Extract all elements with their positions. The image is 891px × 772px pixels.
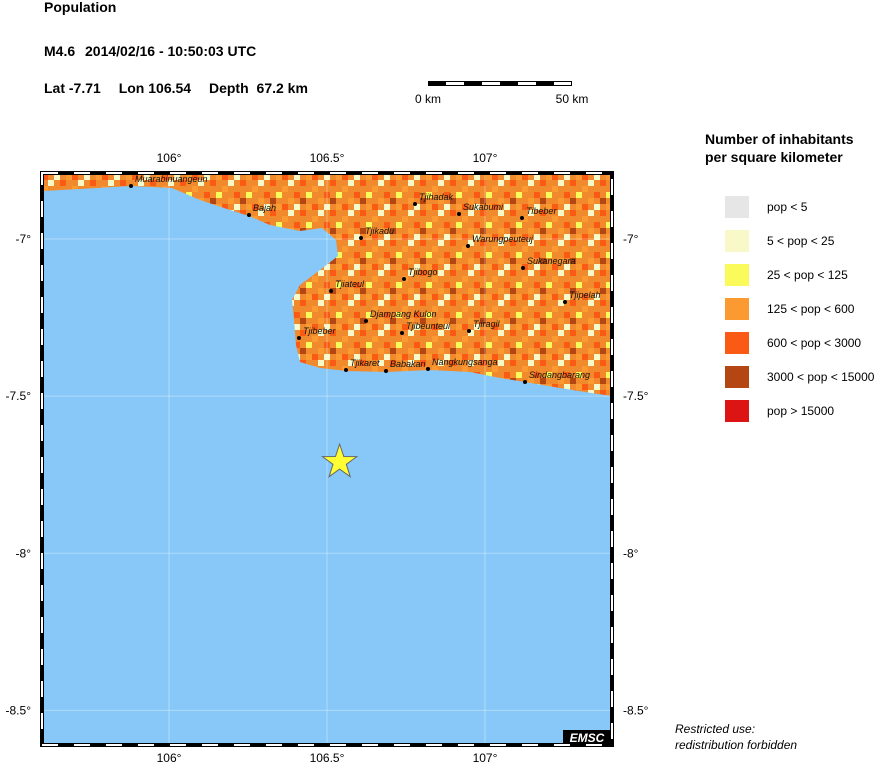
- lon-value: 106.54: [148, 80, 191, 96]
- land: [42, 173, 612, 396]
- city-label: Djampang Kulon: [370, 309, 437, 319]
- city-dot: [364, 319, 368, 323]
- city-dot: [129, 184, 133, 188]
- lat-tick-label: -7°: [16, 232, 32, 246]
- city-dot: [402, 277, 406, 281]
- map-frame-dash: [41, 172, 613, 746]
- datetime: 2014/02/16 - 10:50:03 UTC: [85, 43, 256, 59]
- credit-box: [563, 730, 612, 745]
- axis-ticks: 106° 106° 106.5° 106.5° 107° 107° -7° -7° -7.5° -…: [6, 151, 649, 765]
- city-dot: [520, 216, 524, 220]
- lon-label: Lon: [119, 80, 145, 96]
- lat-tick-label: -8°: [16, 546, 32, 560]
- city-label: Sukabumi: [463, 202, 504, 212]
- city-dot: [329, 289, 333, 293]
- city-label: Tjiateul: [335, 279, 365, 289]
- legend-swatch: [725, 332, 749, 354]
- title: Population: [44, 0, 116, 15]
- lat-label: Lat: [44, 80, 65, 96]
- lon-tick-label: 106°: [157, 751, 182, 765]
- legend-label: pop > 15000: [767, 404, 834, 418]
- scale-label: 50 km: [556, 92, 589, 106]
- credit: EMSC: [570, 731, 605, 745]
- legend-swatch: [725, 230, 749, 252]
- lat-value: -7.71: [69, 80, 101, 96]
- legend-swatch: [725, 196, 749, 218]
- lat-tick-label: -8.5°: [623, 703, 649, 717]
- legend-label: pop < 5: [767, 200, 808, 214]
- city-label: Tjibeunteui: [406, 321, 451, 331]
- map: Muarabinuangeun Bajah Tjihadak Sukabumi Tibe…: [42, 173, 612, 745]
- city-label: Sindangbarang: [529, 370, 590, 380]
- depth-label: Depth: [209, 80, 249, 96]
- city-dot: [297, 336, 301, 340]
- city-label: Tjihadak: [419, 192, 454, 202]
- city-dot: [467, 329, 471, 333]
- legend-label: 25 < pop < 125: [767, 268, 848, 282]
- scale-label: 0 km: [415, 92, 441, 106]
- city-label: Sukanegara: [527, 256, 576, 266]
- lat-tick-label: -8.5°: [6, 703, 32, 717]
- lon-tick-label: 107°: [473, 751, 498, 765]
- city-dot: [523, 380, 527, 384]
- city-label: Tjibogo: [408, 267, 438, 277]
- lon-tick-label: 106.5°: [310, 151, 345, 165]
- legend-swatch: [725, 298, 749, 320]
- city-label: Tjibeber: [303, 326, 337, 336]
- legend-swatch: [725, 400, 749, 422]
- magnitude: M4.6: [44, 43, 75, 59]
- city-label: Tjiragil: [473, 319, 501, 329]
- city-label: Tjikaret: [350, 358, 380, 368]
- lon-tick-label: 106.5°: [310, 751, 345, 765]
- cities: Muarabinuangeun Bajah Tjihadak Sukabumi Tibe…: [129, 174, 601, 384]
- footer: Restricted use:: [675, 722, 755, 736]
- lon-tick-label: 106°: [157, 151, 182, 165]
- legend-label: 125 < pop < 600: [767, 302, 855, 316]
- legend-label: 600 < pop < 3000: [767, 336, 861, 350]
- legend: Number of inhabitants per square kilomet…: [705, 131, 875, 422]
- city-label: Tibeber: [526, 206, 557, 216]
- city-dot: [563, 300, 567, 304]
- graticule: [42, 173, 612, 745]
- lat-tick-label: -8°: [623, 546, 639, 560]
- city-label: Babakan: [390, 359, 426, 369]
- city-label: Muarabinuangeun: [135, 174, 208, 184]
- city-dot: [384, 369, 388, 373]
- city-dot: [247, 213, 251, 217]
- city-dot: [521, 266, 525, 270]
- city-dot: [426, 367, 430, 371]
- city-dot: [466, 244, 470, 248]
- legend-label: 3000 < pop < 15000: [767, 370, 875, 384]
- event-line: M4.6 2014/02/16 - 10:50:03 UTC: [44, 43, 256, 59]
- city-label: Tjikadu: [365, 226, 394, 236]
- city-dot: [457, 212, 461, 216]
- city-dot: [400, 331, 404, 335]
- legend-label: 5 < pop < 25: [767, 234, 835, 248]
- scale-bar: 0 km 50 km: [415, 81, 588, 106]
- lat-tick-label: -7.5°: [6, 389, 32, 403]
- depth-value: 67.2 km: [257, 80, 308, 96]
- lat-tick-label: -7.5°: [623, 389, 649, 403]
- location-line: Lat -7.71 Lon 106.54 Depth 67.2 km: [44, 80, 308, 96]
- epicenter: [320, 442, 359, 478]
- city-dot: [413, 202, 417, 206]
- epicenter-layer: [320, 442, 359, 478]
- footer: redistribution forbidden: [675, 738, 797, 752]
- legend-swatch: [725, 366, 749, 388]
- city-label: Nangkungsanga: [432, 357, 498, 367]
- city-dot: [359, 236, 363, 240]
- city-dot: [344, 368, 348, 372]
- legend-title: Number of inhabitants: [705, 131, 854, 147]
- legend-swatch: [725, 264, 749, 286]
- lon-tick-label: 107°: [473, 151, 498, 165]
- legend-title: per square kilometer: [705, 149, 843, 165]
- city-label: Warungpeuteuj: [472, 234, 534, 244]
- city-label: Bajah: [253, 203, 276, 213]
- lat-tick-label: -7°: [623, 232, 639, 246]
- city-label: Tjipelah: [569, 290, 601, 300]
